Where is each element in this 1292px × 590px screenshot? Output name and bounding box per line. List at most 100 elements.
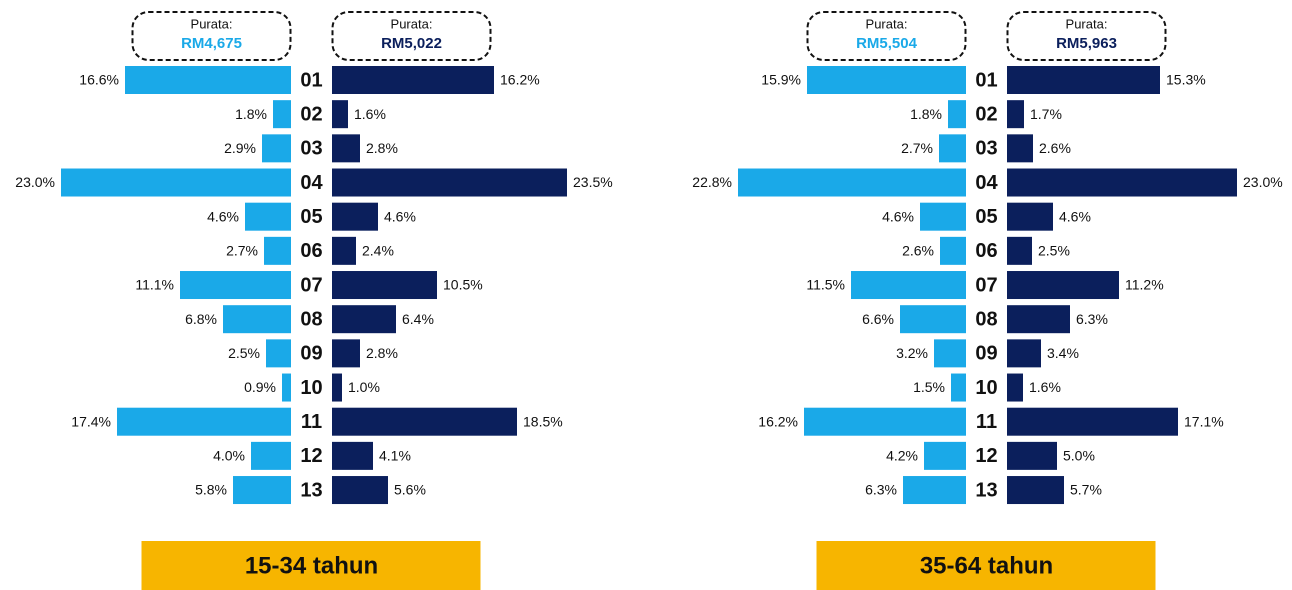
callout-value: RM5,022 bbox=[381, 35, 442, 52]
bar bbox=[900, 305, 966, 334]
category-label: 11 bbox=[976, 411, 997, 433]
value-label: 2.4% bbox=[362, 243, 394, 259]
bar bbox=[180, 271, 291, 300]
value-label: 23.5% bbox=[573, 174, 613, 190]
callout-label: Purata: bbox=[1066, 16, 1108, 31]
bar bbox=[223, 305, 291, 334]
value-label: 6.3% bbox=[865, 482, 897, 498]
value-label: 2.8% bbox=[366, 345, 398, 361]
bar bbox=[903, 476, 966, 505]
bar bbox=[332, 407, 517, 436]
value-label: 16.2% bbox=[500, 72, 540, 88]
category-label: 08 bbox=[975, 308, 997, 330]
footer-box bbox=[141, 541, 481, 590]
value-label: 4.2% bbox=[886, 448, 918, 464]
category-label: 08 bbox=[300, 308, 322, 330]
callout-label: Purata: bbox=[391, 16, 433, 31]
bar bbox=[61, 168, 291, 197]
bar bbox=[273, 100, 291, 129]
value-label: 5.8% bbox=[195, 482, 227, 498]
bar bbox=[1007, 202, 1053, 231]
value-label: 4.6% bbox=[1059, 208, 1091, 224]
footer-label: 35-64 tahun bbox=[920, 552, 1053, 579]
bar bbox=[233, 476, 291, 505]
category-label: 05 bbox=[300, 206, 322, 228]
bar bbox=[1007, 168, 1237, 197]
value-label: 5.7% bbox=[1070, 482, 1102, 498]
value-label: 1.7% bbox=[1030, 106, 1062, 122]
bar bbox=[332, 168, 567, 197]
bar bbox=[1007, 100, 1024, 129]
value-label: 6.4% bbox=[402, 311, 434, 327]
bar bbox=[262, 134, 291, 163]
bar bbox=[117, 407, 291, 436]
category-label: 06 bbox=[975, 240, 997, 262]
category-label: 09 bbox=[975, 343, 997, 365]
category-label: 05 bbox=[975, 206, 997, 228]
category-label: 06 bbox=[300, 240, 322, 262]
bar bbox=[804, 407, 966, 436]
value-label: 4.6% bbox=[882, 208, 914, 224]
bar bbox=[332, 236, 356, 265]
value-label: 4.1% bbox=[379, 448, 411, 464]
bar bbox=[282, 373, 291, 402]
callout-value: RM5,504 bbox=[856, 35, 918, 52]
value-label: 2.8% bbox=[366, 140, 398, 156]
bar bbox=[332, 271, 437, 300]
footer-label: 15-34 tahun bbox=[245, 552, 378, 579]
category-label: 02 bbox=[975, 103, 997, 125]
bar bbox=[1007, 236, 1032, 265]
category-label: 01 bbox=[975, 69, 997, 91]
value-label: 10.5% bbox=[443, 277, 483, 293]
value-label: 6.3% bbox=[1076, 311, 1108, 327]
value-label: 6.6% bbox=[862, 311, 894, 327]
bar bbox=[924, 441, 966, 470]
bar bbox=[1007, 373, 1023, 402]
bar bbox=[807, 66, 966, 94]
value-label: 11.5% bbox=[806, 277, 845, 293]
bar bbox=[332, 305, 396, 334]
bar bbox=[332, 202, 378, 231]
bar bbox=[332, 339, 360, 368]
value-label: 1.5% bbox=[913, 379, 945, 395]
value-label: 1.0% bbox=[348, 379, 380, 395]
bar bbox=[332, 100, 348, 129]
callout-label: Purata: bbox=[191, 16, 233, 31]
value-label: 3.2% bbox=[896, 345, 928, 361]
value-label: 17.4% bbox=[71, 413, 111, 429]
value-label: 4.6% bbox=[384, 208, 416, 224]
bar bbox=[851, 271, 966, 300]
bar bbox=[1007, 134, 1033, 163]
bar bbox=[951, 373, 966, 402]
value-label: 0.9% bbox=[244, 379, 276, 395]
value-label: 3.4% bbox=[1047, 345, 1079, 361]
bar bbox=[332, 476, 388, 505]
value-label: 2.5% bbox=[1038, 243, 1070, 259]
value-label: 5.0% bbox=[1063, 448, 1095, 464]
value-label: 2.5% bbox=[228, 345, 260, 361]
bar bbox=[939, 134, 966, 163]
footer-box bbox=[816, 541, 1156, 590]
value-label: 2.6% bbox=[1039, 140, 1071, 156]
bar bbox=[332, 134, 360, 163]
value-label: 2.6% bbox=[902, 243, 934, 259]
value-label: 2.9% bbox=[224, 140, 256, 156]
value-label: 11.1% bbox=[135, 277, 174, 293]
value-label: 1.6% bbox=[354, 106, 386, 122]
bar bbox=[1007, 407, 1178, 436]
bar bbox=[1007, 66, 1160, 94]
bar bbox=[332, 441, 373, 470]
callout-value: RM5,963 bbox=[1056, 35, 1117, 52]
bar bbox=[1007, 476, 1064, 505]
value-label: 1.8% bbox=[910, 106, 942, 122]
value-label: 16.6% bbox=[79, 72, 119, 88]
value-label: 2.7% bbox=[226, 243, 258, 259]
category-label: 03 bbox=[300, 138, 322, 160]
bar bbox=[1007, 441, 1057, 470]
category-label: 04 bbox=[975, 172, 998, 194]
bar bbox=[738, 168, 966, 197]
category-label: 12 bbox=[975, 445, 997, 467]
value-label: 22.8% bbox=[692, 174, 732, 190]
value-label: 1.8% bbox=[235, 106, 267, 122]
